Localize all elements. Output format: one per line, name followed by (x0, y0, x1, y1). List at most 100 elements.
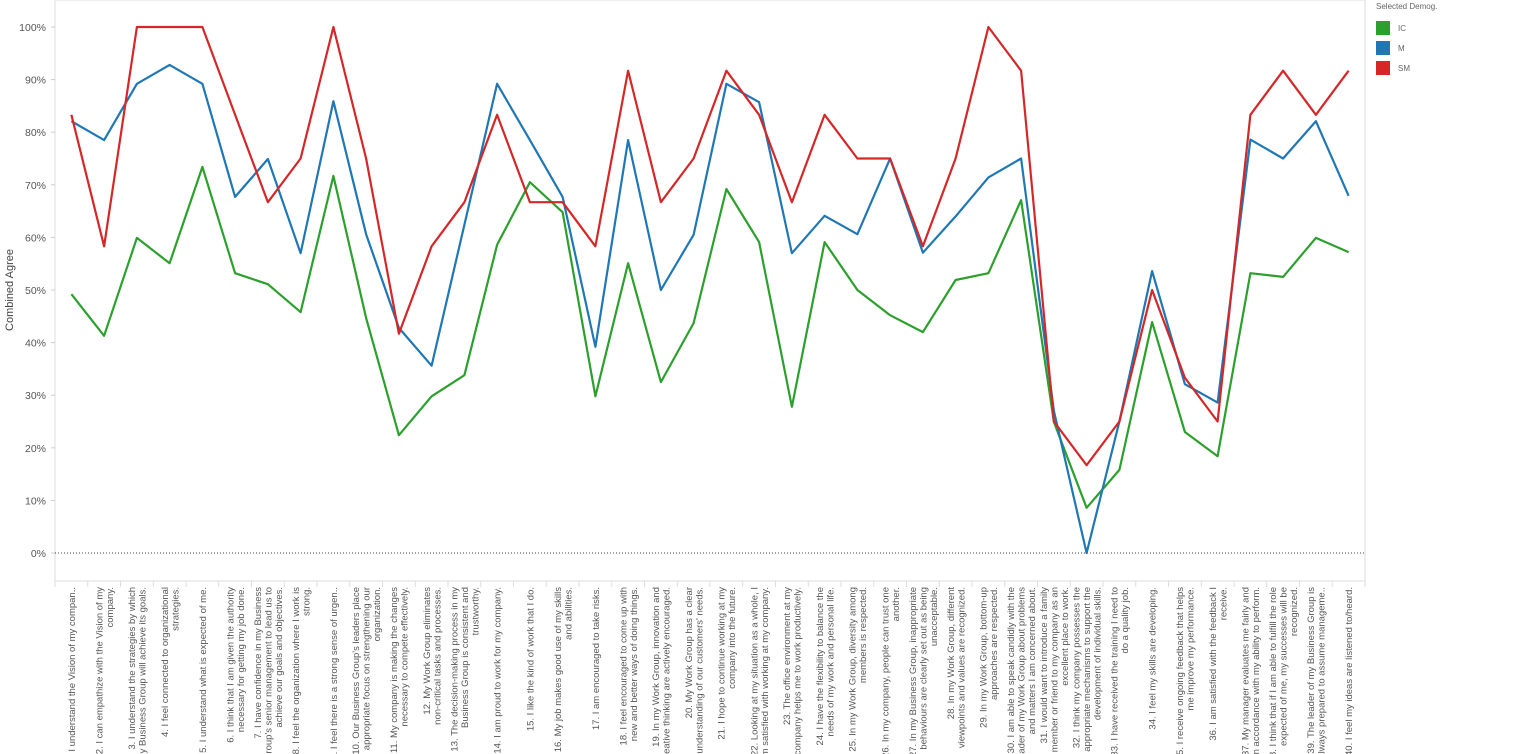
x-tick-label: 37. My manager evaluates me fairly andin… (1241, 587, 1263, 754)
x-tick-label-line: appropriate mechanisms to support the (1082, 587, 1093, 752)
x-tick-label-line: new and better ways of doing things. (629, 587, 640, 741)
x-tick-label-line: 29. In my Work Group, bottom-up (979, 587, 990, 728)
x-tick-label-line: development of individual skills. (1093, 587, 1104, 720)
x-tick-label-line: my Business Group will achieve its goals… (138, 587, 149, 754)
x-tick-label: 33. I have received the training I need … (1110, 587, 1132, 754)
x-tick-label-line: creative thinking are actively encourage… (662, 587, 673, 754)
x-tick-label-line: do a quality job. (1120, 587, 1131, 654)
x-tick-label-line: 11. My company is making the changes (389, 587, 400, 753)
x-tick-label: 23. The office environment at mycompany … (782, 587, 804, 754)
x-tick-label: 31. I would want to introduce a familyme… (1039, 587, 1071, 753)
x-tick-label: 17. I am encouraged to take risks. (591, 587, 602, 730)
series-line-ic (70, 165, 1350, 509)
x-tick-label-line: 37. My manager evaluates me fairly and (1241, 587, 1252, 754)
x-tick-label-line: strategies. (170, 587, 181, 631)
x-tick-label-line: excellent place to work. (1060, 587, 1071, 686)
legend-item-ic[interactable]: IC (1376, 18, 1437, 38)
x-tick-label: 9. I feel there is a strong sense of urg… (329, 587, 340, 754)
y-tick-label: 40% (25, 338, 46, 350)
x-tick-label-line: 16. My job makes good use of my skills (553, 587, 564, 753)
x-tick-label: 25. In my Work Group, diversity amongmem… (848, 587, 870, 752)
x-tick-label-line: and abilities. (563, 587, 574, 640)
x-tick-label-line: understanding of our customers' needs. (694, 587, 705, 754)
x-tick-label-line: 28. In my Work Group, different (946, 587, 957, 720)
x-tick-label-line: 1. I understand the Vision of my compan.… (67, 587, 78, 754)
x-tick-label: 18. I feel encouraged to come up withnew… (618, 587, 640, 745)
x-tick-label: 19. In my Work Group, innovation andcrea… (651, 587, 673, 754)
y-tick-label: 10% (25, 495, 46, 507)
x-tick-label-line: 8. I feel the organization where I work … (291, 587, 302, 754)
x-tick-label-line: 30. I am able to speak candidly with the (1006, 587, 1017, 753)
x-tick-label: 3. I understand the strategies by whichm… (127, 587, 149, 754)
y-tick-label: 60% (25, 232, 46, 244)
x-tick-label-line: 13. The decision-making process in my (449, 587, 460, 752)
x-tick-label: 21. I hope to continue working at mycomp… (717, 587, 739, 740)
x-tick-label-line: 9. I feel there is a strong sense of urg… (329, 587, 340, 754)
x-tick-label-line: strong. (301, 587, 312, 616)
y-tick-label: 20% (25, 443, 46, 455)
x-tick-label-line: am satisfied with working at my company. (760, 587, 771, 754)
x-tick-label-line: needs of my work and personal life. (825, 587, 836, 736)
legend-swatch-sm (1376, 61, 1390, 75)
y-tick-label: 90% (25, 75, 46, 87)
series-line-m (70, 63, 1350, 555)
x-tick-label-line: 6. I think that I am given the authority (225, 587, 236, 743)
x-tick-label: 5. I understand what is expected of me. (198, 587, 209, 753)
x-tick-label-line: 5. I understand what is expected of me. (198, 587, 209, 753)
x-tick-label: 4. I feel connected to organizationalstr… (160, 587, 182, 737)
x-tick-label-line: 3. I understand the strategies by which (127, 587, 138, 750)
x-tick-label-line: 33. I have received the training I need … (1110, 587, 1121, 754)
x-tick-label-line: 35. I receive ongoing feedback that help… (1175, 587, 1186, 754)
x-tick-label-line: member or friend to my company as an (1049, 587, 1060, 752)
x-tick-label-line: 12. My Work Group eliminates (422, 587, 433, 715)
y-tick-label: 80% (25, 127, 46, 139)
x-tick-label-line: 26. In my company, people can trust one (880, 587, 891, 754)
x-tick-label-line: Business Group is consistent and (460, 587, 471, 728)
x-tick-label-line: 24. I have the flexibility to balance th… (815, 587, 826, 745)
legend-item-sm[interactable]: SM (1376, 58, 1437, 78)
x-tick-label-line: 14. I am proud to work for my company. (493, 587, 504, 754)
x-tick-label-line: necessary to compete effectively. (400, 587, 411, 727)
x-tick-label-line: trustworthy. (470, 587, 481, 635)
x-tick-label-line: 34. I feel my skills are developing. (1148, 587, 1159, 730)
x-tick-label: 34. I feel my skills are developing. (1148, 587, 1159, 730)
x-tick-label: 32. I think my company possesses theappr… (1072, 587, 1104, 752)
x-tick-label: 29. In my Work Group, bottom-upapproache… (979, 587, 1001, 728)
x-tick-label-line: 22. Looking at my situation as a whole, … (749, 587, 760, 754)
x-tick-label-line: 31. I would want to introduce a family (1039, 587, 1050, 744)
x-tick-label: 6. I think that I am given the authority… (225, 587, 247, 743)
series-line-sm (70, 25, 1350, 467)
x-tick-label: 24. I have the flexibility to balance th… (815, 587, 837, 745)
x-tick-label: 16. My job makes good use of my skillsan… (553, 587, 575, 753)
x-tick-label-line: recognized. (1289, 587, 1300, 636)
x-tick-label-line: 4. I feel connected to organizational (160, 587, 171, 737)
legend-item-m[interactable]: M (1376, 38, 1437, 58)
x-tick-label: 1. I understand the Vision of my compan.… (67, 587, 78, 754)
x-tick-label-line: expected of me, my successes will be (1279, 587, 1290, 746)
x-tick-label-line: 7. I have confidence in my Business (253, 587, 264, 739)
legend-swatch-m (1376, 41, 1390, 55)
legend-label: IC (1398, 23, 1406, 33)
y-tick-label: 100% (19, 22, 46, 34)
legend-swatch-ic (1376, 21, 1390, 35)
x-tick-label-line: 27. In my Business Group, inappropriate (908, 587, 919, 754)
x-tick-label-line: receive. (1218, 587, 1229, 620)
x-tick-label-line: approaches are respected. (989, 587, 1000, 700)
legend-title: Selected Demog. (1376, 2, 1438, 11)
x-tick-label-line: 38. I think that if I am able to fulfill… (1268, 587, 1279, 754)
legend-label: SM (1398, 63, 1410, 73)
x-tick-label-line: another. (891, 587, 902, 621)
x-tick-label: 22. Looking at my situation as a whole, … (749, 587, 771, 754)
gridlines (54, 0, 1366, 587)
x-tick-label-line: 2. I can empathize with the Vision of my (94, 587, 105, 754)
x-tick-label-line: achieve our goals and objectives. (274, 587, 285, 727)
x-tick-label-line: company into the future. (727, 587, 738, 689)
x-tick-label-line: leader of my Work Group about problems (1017, 587, 1028, 754)
x-tick-label-line: company helps me to work productively. (793, 587, 804, 754)
x-tick-label: 30. I am able to speak candidly with the… (1006, 587, 1038, 754)
x-tick-label-line: 25. In my Work Group, diversity among (848, 587, 859, 752)
x-tick-label: 40. I feel my ideas are listened to/hear… (1344, 587, 1355, 754)
x-tick-label-line: 19. In my Work Group, innovation and (651, 587, 662, 747)
x-tick-label-line: me improve my performance. (1186, 587, 1197, 711)
x-tick-label: 7. I have confidence in my BusinessGroup… (253, 587, 285, 754)
